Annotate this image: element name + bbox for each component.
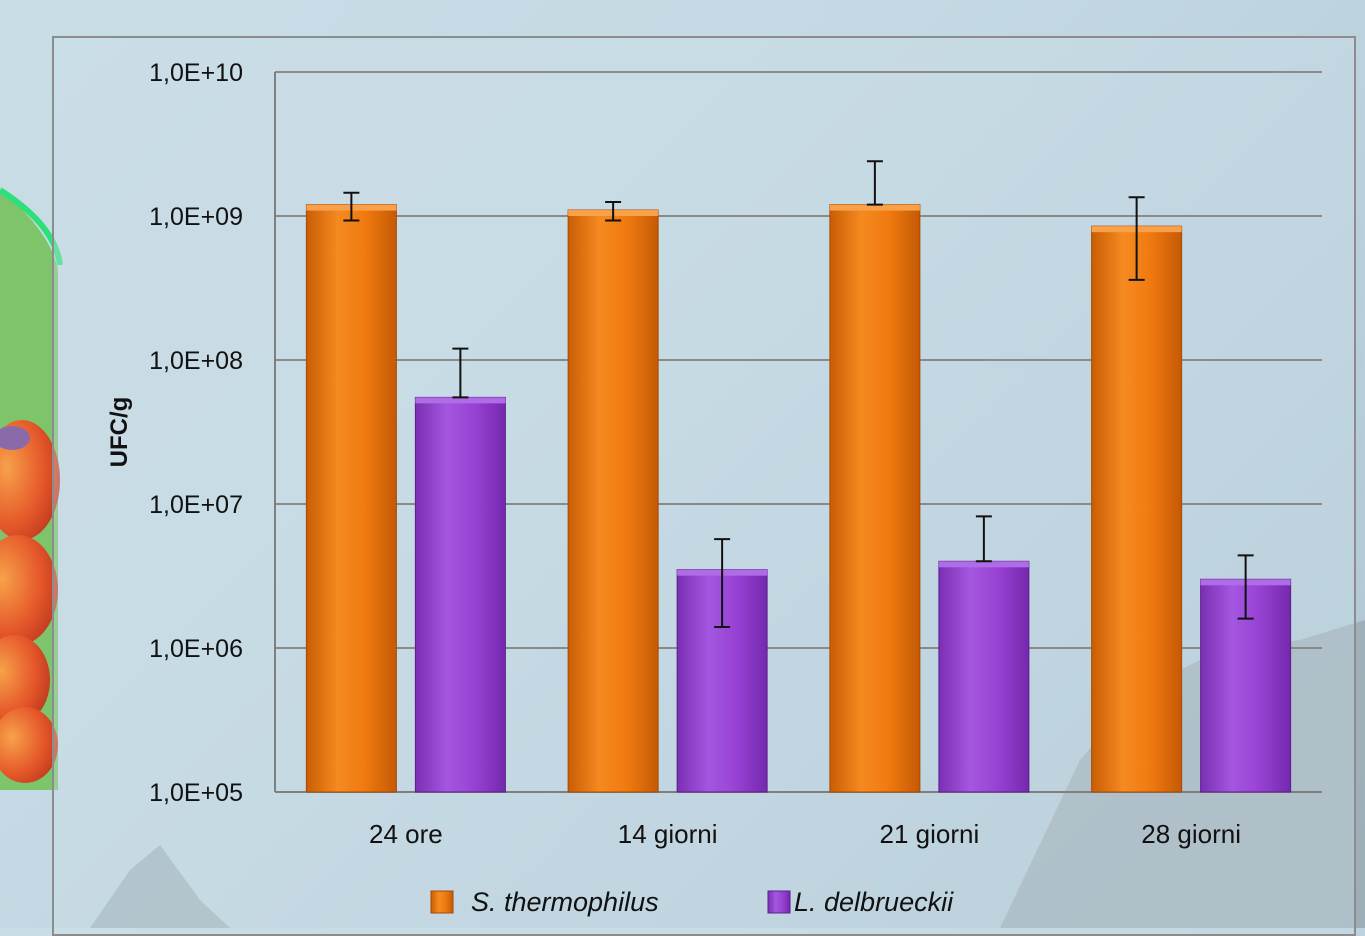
error-bar-l-delbrueckii <box>975 515 992 563</box>
x-category-label: 28 giorni <box>1141 819 1241 849</box>
error-bar-l-delbrueckii <box>714 538 731 628</box>
error-bar-s-thermophilus <box>1128 196 1145 281</box>
bar-top-highlight <box>829 204 920 211</box>
error-bar-s-thermophilus <box>605 201 622 222</box>
bar-s-thermophilus <box>567 209 659 793</box>
y-tick-label: 1,0E+09 <box>149 203 243 231</box>
bar-s-thermophilus <box>305 204 397 793</box>
y-tick-label: 1,0E+08 <box>149 347 243 375</box>
legend: S. thermophilus L. delbrueckii <box>430 887 954 917</box>
bar-top-highlight <box>415 397 506 404</box>
legend-label-l-delbrueckii: L. delbrueckii <box>794 887 954 917</box>
y-tick-label: 1,0E+06 <box>149 635 243 663</box>
x-category-label: 21 giorni <box>880 819 980 849</box>
error-bar-s-thermophilus <box>866 160 883 206</box>
bar-top-highlight <box>938 561 1029 568</box>
legend-swatch-s-thermophilus <box>430 890 454 914</box>
y-tick-label: 1,0E+05 <box>149 779 243 807</box>
y-tick-label: 1,0E+10 <box>149 59 243 87</box>
error-bar-s-thermophilus <box>343 191 360 222</box>
y-tick-label: 1,0E+07 <box>149 491 243 519</box>
bar-l-delbrueckii <box>938 560 1030 793</box>
y-axis-title: UFC/g <box>106 397 133 468</box>
error-bar-l-delbrueckii <box>1237 554 1254 620</box>
legend-label-s-thermophilus: S. thermophilus <box>471 887 659 917</box>
x-category-label: 14 giorni <box>618 819 718 849</box>
bar-l-delbrueckii <box>414 396 506 793</box>
bar-s-thermophilus <box>829 204 921 793</box>
x-category-label: 24 ore <box>369 819 443 849</box>
error-bar-l-delbrueckii <box>452 347 469 399</box>
bacteria-image <box>0 187 63 790</box>
bar-s-thermophilus <box>1091 225 1183 793</box>
legend-swatch-l-delbrueckii <box>767 890 791 914</box>
